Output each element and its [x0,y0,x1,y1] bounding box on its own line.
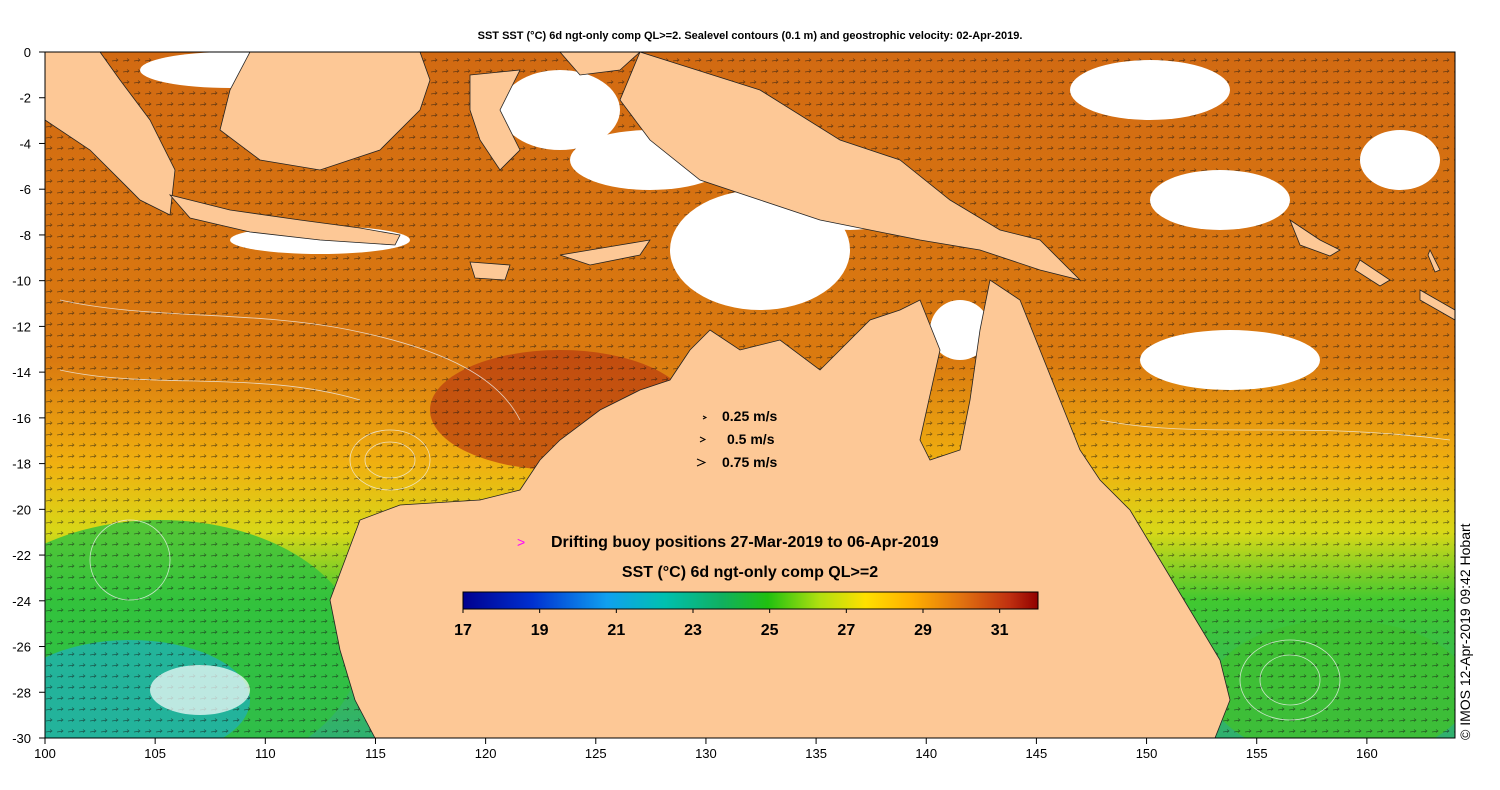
colorbar: SST (°C) 6d ngt-only comp QL>=2 17 19 21 23… [454,564,1039,639]
x-tick-label: 145 [1026,746,1048,761]
colorbar-ticks: 17 19 21 23 25 27 29 31 [454,609,1009,639]
x-tick-label: 155 [1246,746,1268,761]
sulawesi-land [469,69,521,171]
colorbar-tick-label: 25 [761,622,779,639]
x-tick-label: 140 [915,746,937,761]
y-tick-label: -10 [12,274,31,289]
sealevel-contours [59,299,1451,721]
buoy-legend: > Drifting buoy positions 27-Mar-2019 to… [517,534,939,551]
colorbar-tick-label: 29 [914,622,932,639]
land-masses [45,52,1455,738]
flores-land [469,261,511,281]
x-tick-label: 130 [695,746,717,761]
x-tick-label: 105 [144,746,166,761]
y-tick-label: -8 [19,228,31,243]
y-tick-label: -2 [19,91,31,106]
velocity-arrow-icon [696,458,707,467]
java-land [168,194,401,246]
colorbar-tick-label: 19 [531,622,549,639]
x-tick-label: 160 [1356,746,1378,761]
y-tick-label: -26 [12,640,31,655]
velocity-legend-label: 0.75 m/s [722,454,777,470]
map-title: SST SST (°C) 6d ngt-only comp QL>=2. Sea… [477,30,1023,42]
colorbar-tick-label: 31 [991,622,1009,639]
sumatra-land [45,52,176,216]
plot-area [45,52,1455,738]
colorbar-tick-label: 23 [684,622,702,639]
buoy-symbol: > [517,534,525,550]
solomon-islands-land [1289,218,1341,257]
solomon-islands-land [1354,259,1391,287]
islands-land [559,52,641,76]
y-tick-label: -22 [12,548,31,563]
colorbar-label: SST (°C) 6d ngt-only comp QL>=2 [622,564,878,581]
y-tick-label: -6 [19,182,31,197]
y-tick-label: -4 [19,136,31,151]
velocity-arrow-icon [702,415,708,420]
y-tick-label: -20 [12,502,31,517]
colorbar-tick-label: 27 [837,622,855,639]
x-tick-label: 135 [805,746,827,761]
y-tick-label: -18 [12,457,31,472]
y-tick-label: -30 [12,731,31,746]
velocity-legend-label: 0.25 m/s [722,408,777,424]
timor-land [559,239,651,266]
new-caledonia-land [1419,289,1455,321]
y-tick-label: 0 [24,45,31,60]
plot-frame [44,51,1456,739]
x-tick-label: 120 [475,746,497,761]
x-tick-label: 100 [34,746,56,761]
colorbar-tick-label: 17 [454,622,472,639]
y-tick-label: -14 [12,365,31,380]
australia-land [329,279,1231,738]
new-guinea-land [619,52,1082,281]
x-tick-label: 125 [585,746,607,761]
x-tick-label: 110 [255,746,276,761]
credit-text: © IMOS 12-Apr-2019 09:42 Hobart [1457,523,1473,740]
x-tick-label: 115 [365,746,386,761]
velocity-legend: 0.25 m/s 0.5 m/s 0.75 m/s [696,408,777,470]
x-tick-label: 150 [1136,746,1158,761]
borneo-land [219,52,431,171]
x-axis: 100 105 110 115 120 125 130 135 140 145 150 155 160 [34,738,1378,761]
y-axis: 0 -2 -4 -6 -8 -10 -12 -14 -16 -18 -20 -22 -24 -26 -28 -… [12,45,45,746]
y-tick-label: -16 [12,411,31,426]
colorbar-gradient [462,591,1039,610]
velocity-arrow-icon [699,436,707,443]
y-tick-label: -12 [12,319,31,334]
colorbar-tick-label: 21 [607,622,625,639]
islands-land [1427,249,1441,273]
buoy-legend-label: Drifting buoy positions 27-Mar-2019 to 0… [551,534,939,551]
y-tick-label: -24 [12,594,31,609]
y-tick-label: -28 [12,685,31,700]
velocity-legend-label: 0.5 m/s [727,431,775,447]
